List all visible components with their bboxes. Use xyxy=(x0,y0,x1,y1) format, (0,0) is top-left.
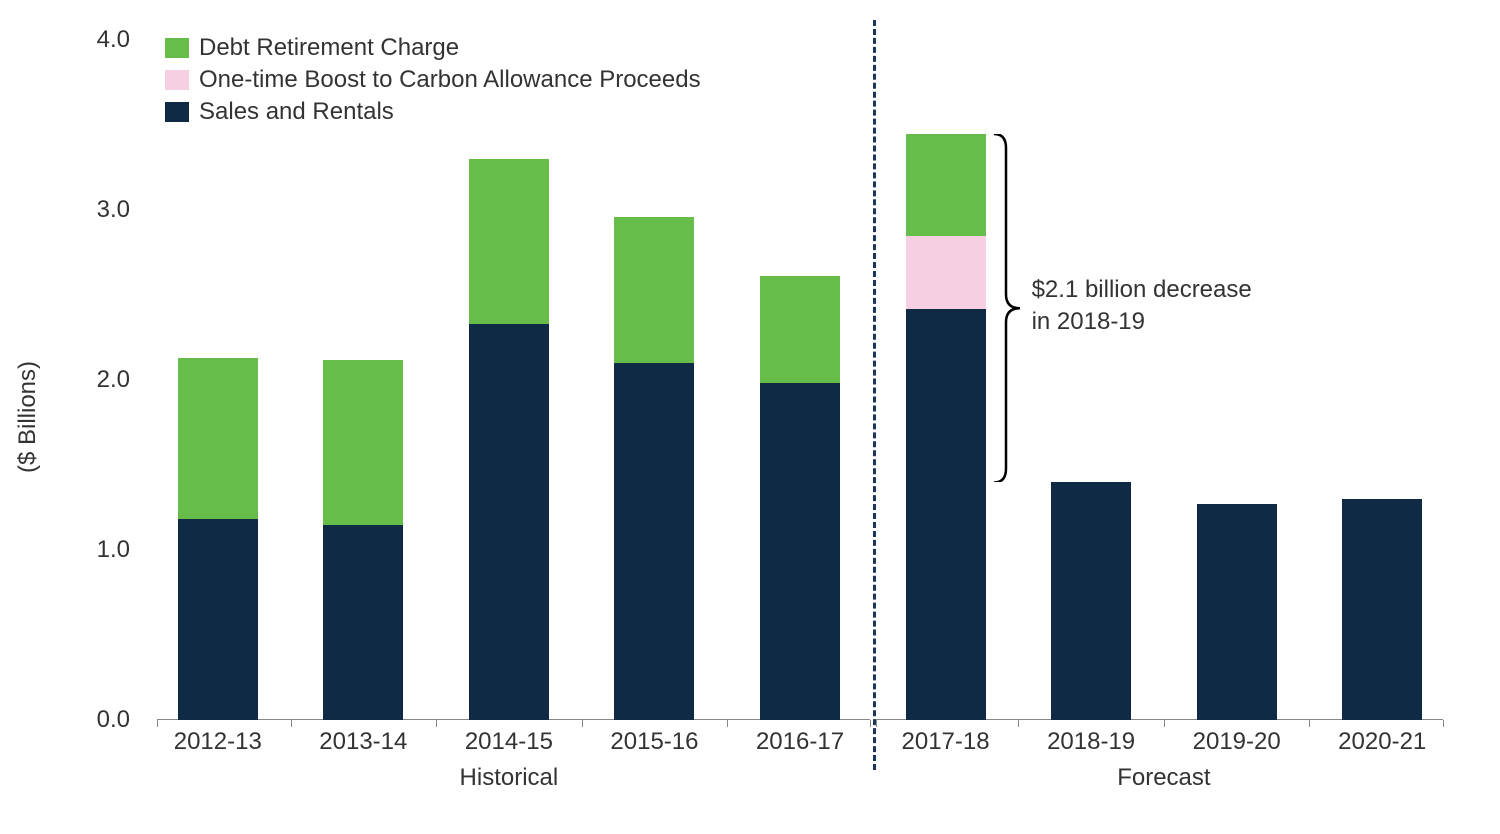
annotation-line-1: $2.1 billion decrease xyxy=(1032,274,1252,306)
bar-segment-debt xyxy=(906,134,986,236)
bar-segment-sales xyxy=(1197,504,1277,720)
x-tick-label: 2019-20 xyxy=(1193,728,1281,756)
y-tick-label: 3.0 xyxy=(97,196,130,224)
bar-segment-debt xyxy=(469,159,549,324)
y-tick-label: 2.0 xyxy=(97,366,130,394)
legend-label: One-time Boost to Carbon Allowance Proce… xyxy=(199,66,701,94)
x-tick-label: 2020-21 xyxy=(1338,728,1426,756)
annotation-brace xyxy=(992,134,1032,483)
plot-area: $2.1 billion decreasein 2018-19 xyxy=(145,40,1455,720)
bar xyxy=(178,358,258,720)
x-tick-label: 2018-19 xyxy=(1047,728,1135,756)
bar-segment-sales xyxy=(760,383,840,720)
bar xyxy=(323,360,403,720)
bar-segment-sales xyxy=(906,309,986,720)
bar-segment-sales xyxy=(614,363,694,720)
legend-label: Sales and Rentals xyxy=(199,98,394,126)
y-axis-label: ($ Billions) xyxy=(14,361,42,473)
annotation-text: $2.1 billion decreasein 2018-19 xyxy=(1032,274,1252,339)
bar-segment-sales xyxy=(1051,482,1131,720)
bar-segment-debt xyxy=(323,360,403,525)
legend-label: Debt Retirement Charge xyxy=(199,34,459,62)
bar xyxy=(1051,482,1131,720)
legend-item: Sales and Rentals xyxy=(165,98,701,126)
bar-segment-sales xyxy=(1342,499,1422,720)
chart-container: ($ Billions) 0.01.02.03.04.0 $2.1 billio… xyxy=(20,20,1480,814)
legend-swatch xyxy=(165,102,189,122)
bar xyxy=(1342,499,1422,720)
y-tick-label: 1.0 xyxy=(97,536,130,564)
annotation-line-2: in 2018-19 xyxy=(1032,306,1252,338)
bar-segment-debt xyxy=(614,217,694,363)
bar-segment-sales xyxy=(323,525,403,721)
historical-forecast-divider xyxy=(873,20,876,770)
x-tick-label: 2017-18 xyxy=(902,728,990,756)
x-tick-label: 2012-13 xyxy=(174,728,262,756)
legend: Debt Retirement Charge One-time Boost to … xyxy=(165,34,701,130)
bar-segment-carbon xyxy=(906,236,986,309)
bar xyxy=(760,276,840,720)
group-label-forecast: Forecast xyxy=(1117,764,1210,792)
bar xyxy=(1197,504,1277,720)
legend-swatch xyxy=(165,38,189,58)
bar-segment-debt xyxy=(178,358,258,520)
y-tick-label: 0.0 xyxy=(97,706,130,734)
x-tick-label: 2014-15 xyxy=(465,728,553,756)
legend-swatch xyxy=(165,70,189,90)
legend-item: Debt Retirement Charge xyxy=(165,34,701,62)
bar xyxy=(906,134,986,721)
y-axis-ticks: 0.01.02.03.04.0 xyxy=(80,40,140,720)
bar-segment-sales xyxy=(469,324,549,720)
x-axis: 2012-13 2013-14 2014-15 2015-16 2016-17 2017-… xyxy=(145,720,1455,800)
bar-segment-sales xyxy=(178,519,258,720)
bar-segment-debt xyxy=(760,276,840,383)
group-label-historical: Historical xyxy=(460,764,559,792)
x-tick-label: 2016-17 xyxy=(756,728,844,756)
y-tick-label: 4.0 xyxy=(97,26,130,54)
bar xyxy=(469,159,549,720)
bar xyxy=(614,217,694,720)
x-tick-label: 2013-14 xyxy=(319,728,407,756)
legend-item: One-time Boost to Carbon Allowance Proce… xyxy=(165,66,701,94)
x-tick-label: 2015-16 xyxy=(610,728,698,756)
